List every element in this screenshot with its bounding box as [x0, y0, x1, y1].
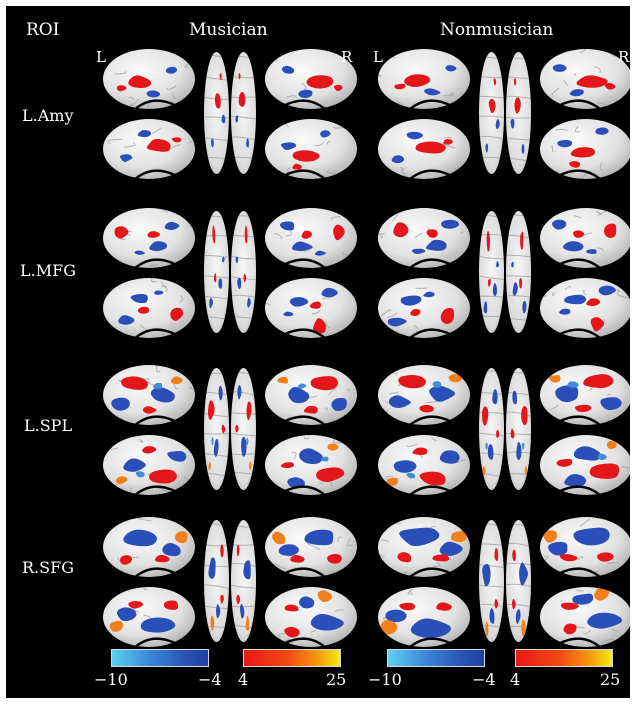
colorbar-tick: 4: [510, 670, 521, 689]
musician-group-header: Musician: [189, 20, 268, 40]
brain-surface: [265, 517, 357, 577]
colorbar-tick: −4: [198, 670, 222, 689]
figure-panel: ROI Musician Nonmusician L R L R L.Amy L…: [6, 6, 630, 698]
brain-surface: [378, 278, 470, 338]
brain-surface: [265, 119, 357, 179]
brain-surface: [103, 278, 195, 338]
brain-surface: [265, 208, 357, 268]
brain-surface: [103, 517, 195, 577]
brain-set: [378, 365, 630, 496]
brain-surface: [265, 435, 357, 495]
colorbar-tick: 4: [238, 670, 249, 689]
colorbar-tick: −4: [472, 670, 496, 689]
brain-surface: [540, 587, 630, 647]
roi-label: L.SPL: [24, 416, 73, 435]
brain-surface: [378, 365, 470, 425]
brain-surface: [540, 278, 630, 338]
brain-set: [378, 517, 630, 648]
roi-column-header: ROI: [26, 20, 60, 40]
brain-surface: [540, 365, 630, 425]
positive-colorbar: [515, 649, 613, 667]
brain-surface: [103, 208, 195, 268]
brain-set: [103, 365, 357, 496]
brain-set: [103, 208, 357, 339]
left-hemisphere-marker: L: [373, 48, 383, 66]
colorbar-tick: −10: [368, 670, 402, 689]
brain-surface: [103, 49, 195, 109]
brain-surface: [540, 208, 630, 268]
negative-colorbar: [387, 649, 485, 667]
right-hemisphere-marker: R: [341, 48, 353, 66]
brain-surface: [265, 365, 357, 425]
brain-surface: [378, 435, 470, 495]
negative-colorbar: [111, 649, 209, 667]
roi-label: L.Amy: [22, 106, 74, 125]
brain-surface: [540, 435, 630, 495]
brain-surface: [103, 435, 195, 495]
brain-set: [378, 208, 630, 339]
left-hemisphere-marker: L: [96, 48, 106, 66]
right-hemisphere-marker: R: [618, 48, 630, 66]
roi-label: L.MFG: [20, 261, 76, 280]
brain-surface: [378, 208, 470, 268]
brain-set: [378, 49, 630, 180]
colorbar-tick: −10: [94, 670, 128, 689]
colorbar-tick: 25: [326, 670, 347, 689]
brain-surface: [103, 365, 195, 425]
positive-colorbar: [243, 649, 341, 667]
brain-set: [103, 517, 357, 648]
brain-surface: [265, 587, 357, 647]
roi-label: R.SFG: [22, 558, 74, 577]
brain-surface: [265, 278, 357, 338]
colorbar-tick: 25: [600, 670, 621, 689]
nonmusician-group-header: Nonmusician: [440, 20, 554, 40]
brain-renderings: [103, 49, 630, 648]
brain-set: [103, 49, 357, 180]
